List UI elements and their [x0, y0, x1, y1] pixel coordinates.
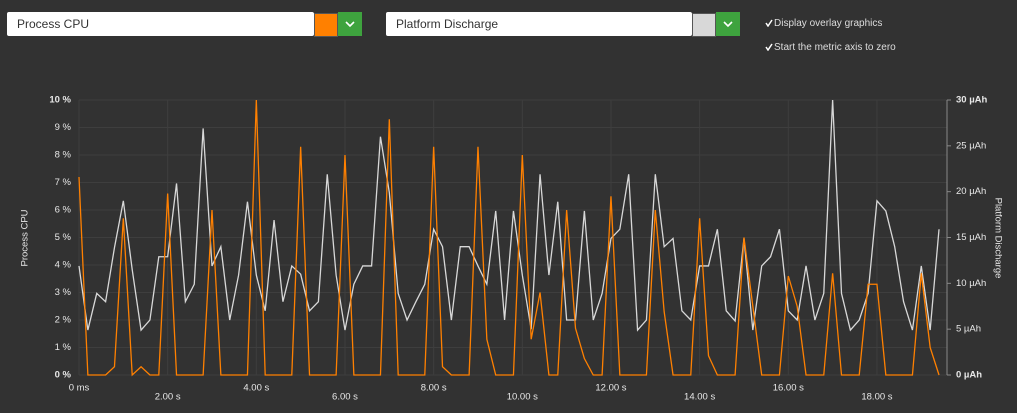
chevron	[723, 21, 733, 28]
y-tick-label: 6 %	[55, 205, 72, 216]
dropdown-label: Platform Discharge	[396, 17, 499, 31]
y-tick-label: 0 %	[55, 370, 72, 381]
checkbox-mark	[765, 43, 773, 52]
color-swatch[interactable]	[692, 13, 716, 37]
x-tick-label: 18.00 s	[861, 392, 892, 403]
y-tick-label: 1 %	[55, 342, 72, 353]
y-tick-label: 2 %	[55, 315, 72, 326]
y2-tick-label: 20 µAh	[956, 186, 986, 197]
x-tick-label: 0 ms	[69, 383, 90, 394]
check-icon	[765, 43, 773, 52]
y-tick-label: 8 %	[55, 150, 72, 161]
y2-tick-label: 0 µAh	[956, 370, 982, 381]
x-tick-label: 16.00 s	[773, 383, 804, 394]
x-tick-label: 2.00 s	[155, 392, 181, 403]
y2-tick-label: 5 µAh	[956, 324, 981, 335]
checkbox[interactable]: Start the metric axis to zero	[765, 42, 896, 53]
y-tick-label: 9 %	[55, 122, 72, 133]
x-tick-label: 14.00 s	[684, 392, 715, 403]
series-line	[78, 99, 940, 377]
x-tick-label: 12.00 s	[595, 383, 626, 394]
y-axis-title: Process CPU	[20, 209, 31, 266]
checkbox-label: Start the metric axis to zero	[774, 42, 896, 53]
x-tick-label: 6.00 s	[332, 392, 358, 403]
y-tick-label: 10 %	[49, 95, 71, 106]
x-tick-label: 8.00 s	[421, 383, 447, 394]
y2-tick-label: 30 µAh	[956, 95, 988, 106]
chevron	[345, 21, 355, 28]
dropdown-toggle[interactable]	[716, 12, 740, 36]
series-line	[78, 99, 940, 332]
y-tick-label: 7 %	[55, 177, 72, 188]
check-icon	[765, 19, 773, 28]
y2-axis-title: Platform Discharge	[992, 198, 1003, 279]
checkbox[interactable]: Display overlay graphics	[765, 18, 882, 29]
checkbox-label: Display overlay graphics	[774, 18, 883, 29]
y2-tick-label: 25 µAh	[956, 140, 986, 151]
color-swatch[interactable]	[314, 13, 338, 37]
metric-dropdown[interactable]: Platform Discharge	[386, 12, 692, 36]
x-tick-label: 4.00 s	[243, 383, 269, 394]
dropdown-label: Process CPU	[17, 17, 90, 31]
y-tick-label: 3 %	[55, 287, 72, 298]
checkbox-mark	[765, 19, 773, 28]
y-tick-label: 4 %	[55, 260, 72, 271]
y2-tick-label: 10 µAh	[956, 278, 986, 289]
metric-dropdown[interactable]: Process CPU	[7, 12, 314, 36]
y2-tick-label: 15 µAh	[956, 232, 986, 243]
dropdown-toggle[interactable]	[338, 12, 362, 36]
y-tick-label: 5 %	[55, 232, 72, 243]
x-tick-label: 10.00 s	[507, 392, 538, 403]
